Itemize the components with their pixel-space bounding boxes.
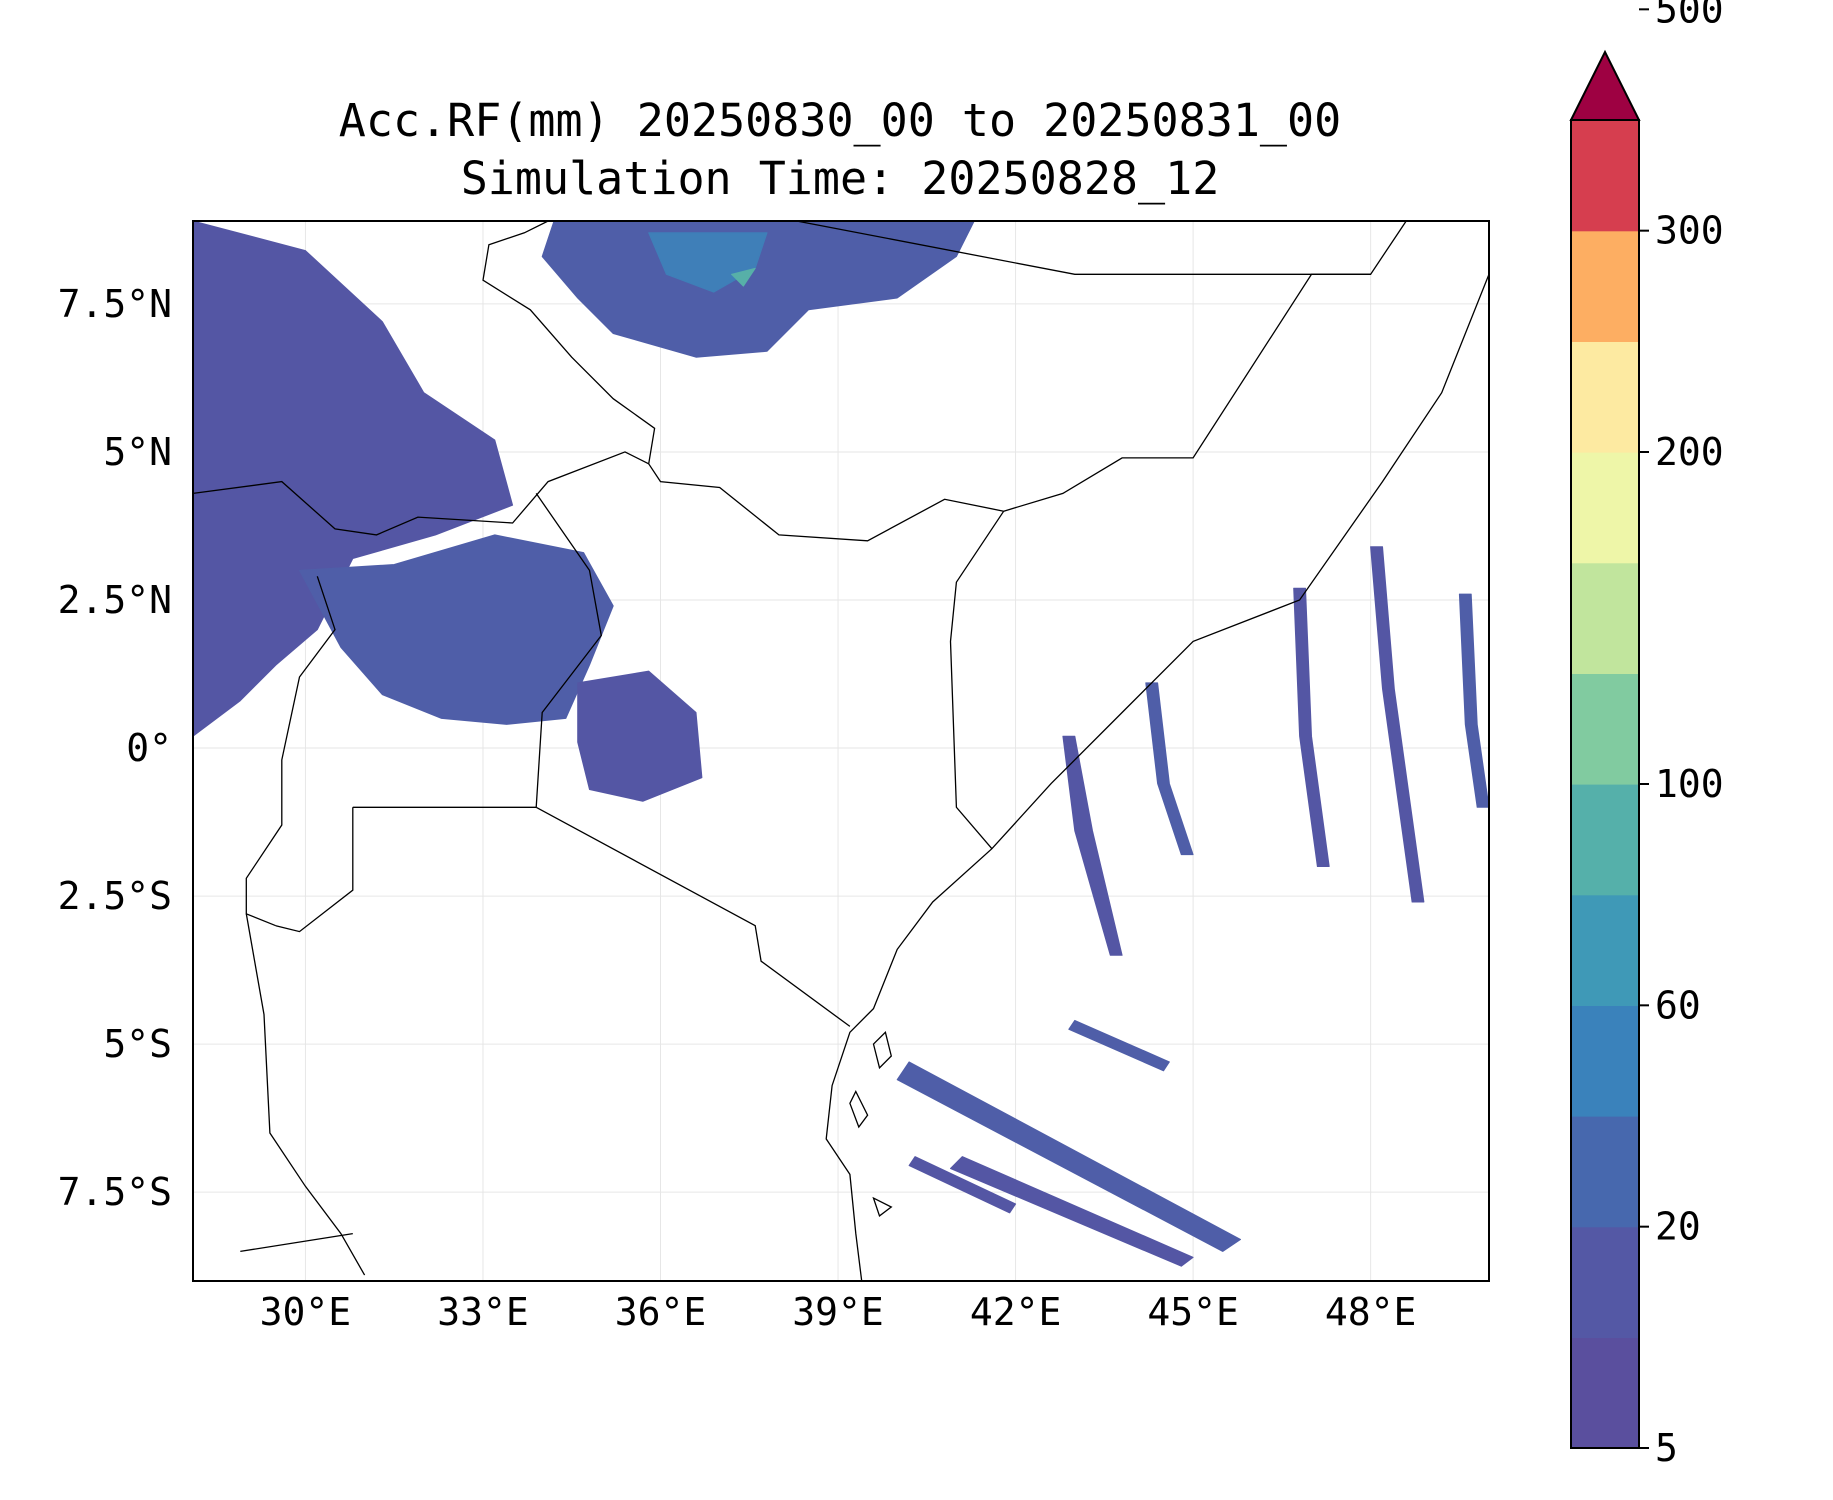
country-border xyxy=(949,510,1005,850)
country-border xyxy=(275,807,354,933)
colorbar-segment xyxy=(1571,452,1639,564)
colorbar-segment xyxy=(1571,230,1639,342)
lat-tick-label: 7.5°N xyxy=(58,282,172,326)
island-outline xyxy=(849,1090,869,1129)
country-border xyxy=(482,221,656,464)
lon-tick-label: 48°E xyxy=(1325,1290,1417,1334)
country-border xyxy=(245,913,366,1276)
colorbar-tick-label: 300 xyxy=(1655,209,1724,253)
country-border xyxy=(535,493,602,808)
map-plot-area xyxy=(193,221,1489,1281)
lon-tick-label: 39°E xyxy=(792,1290,884,1334)
colorbar-extend-arrow xyxy=(1569,49,1641,121)
rainfall-region-kenya-west xyxy=(577,670,703,802)
rainfall-region-south-sudan-west xyxy=(193,221,514,737)
colorbar-tick-label: 200 xyxy=(1655,430,1724,474)
rainfall-region-ethiopia-peak xyxy=(731,267,756,287)
colorbar-segment xyxy=(1571,1337,1639,1449)
map-axes: 30°E 33°E 36°E 39°E 42°E 45°E 48°E 7.5°N 5°N 2.5°… xyxy=(58,282,1417,1334)
colorbar-segment xyxy=(1571,120,1639,232)
lat-tick-label: 5°N xyxy=(103,430,172,474)
colorbar-segment xyxy=(1571,1005,1639,1117)
rainfall-region-ocean-band-2 xyxy=(950,1156,1194,1267)
colorbar-segment xyxy=(1571,341,1639,453)
rainfall-region-ocean-arc-1 xyxy=(1062,735,1123,956)
colorbar-segment xyxy=(1571,562,1639,674)
coastline xyxy=(825,274,1489,1281)
colorbar-tick-label: 100 xyxy=(1655,762,1724,806)
lon-tick-label: 45°E xyxy=(1147,1290,1239,1334)
colorbar: 5 20 60 100 200 300 500 xyxy=(1569,0,1724,1470)
colorbar-segment xyxy=(1571,1226,1639,1338)
lat-tick-label: 2.5°N xyxy=(58,578,172,622)
lat-tick-label: 5°S xyxy=(103,1022,172,1066)
rainfall-region-ocean-arc-2 xyxy=(1145,682,1194,856)
country-border xyxy=(193,451,649,536)
country-border xyxy=(1003,221,1407,512)
island-outline xyxy=(872,1031,893,1070)
lon-tick-label: 33°E xyxy=(437,1290,529,1334)
colorbar-tick-label: 60 xyxy=(1655,983,1701,1027)
lat-tick-label: 2.5°S xyxy=(58,874,172,918)
colorbar-tick-label: 20 xyxy=(1655,1205,1701,1249)
island-outline xyxy=(872,1196,893,1217)
colorbar-tick-label: 500 xyxy=(1655,0,1724,31)
map-frame xyxy=(192,220,1490,1282)
rainfall-region-ocean-arc-3 xyxy=(1293,587,1330,867)
rainfall-region-ocean-arc-5 xyxy=(1370,546,1425,903)
lon-tick-label: 30°E xyxy=(260,1290,352,1334)
rainfall-region-ocean-arc-4 xyxy=(1458,593,1489,808)
lon-tick-label: 36°E xyxy=(615,1290,707,1334)
lat-tick-label: 7.5°S xyxy=(58,1170,172,1214)
colorbar-tick-label: 5 xyxy=(1655,1426,1678,1470)
colorbar-segment xyxy=(1571,1116,1639,1228)
country-border xyxy=(245,576,336,927)
colorbar-segment xyxy=(1571,673,1639,785)
rainfall-region-ocean-band-1 xyxy=(896,1061,1241,1252)
chart-subtitle: Simulation Time: 20250828_12 xyxy=(460,152,1220,205)
colorbar-segment xyxy=(1571,894,1639,1006)
lat-tick-label: 0° xyxy=(126,726,172,770)
colorbar-segment xyxy=(1571,784,1639,896)
rainfall-region-ethiopia-highlands xyxy=(541,221,975,358)
country-border xyxy=(648,463,1004,542)
country-border xyxy=(240,1232,353,1253)
rainfall-region-ocean-band-3 xyxy=(908,1156,1017,1214)
chart-title: Acc.RF(mm) 20250830_00 to 20250831_00 xyxy=(338,94,1342,147)
country-border xyxy=(796,221,1371,275)
lon-tick-label: 42°E xyxy=(970,1290,1062,1334)
rainfall-region-ocean-band-4 xyxy=(1068,1019,1170,1072)
country-border xyxy=(535,806,851,1027)
